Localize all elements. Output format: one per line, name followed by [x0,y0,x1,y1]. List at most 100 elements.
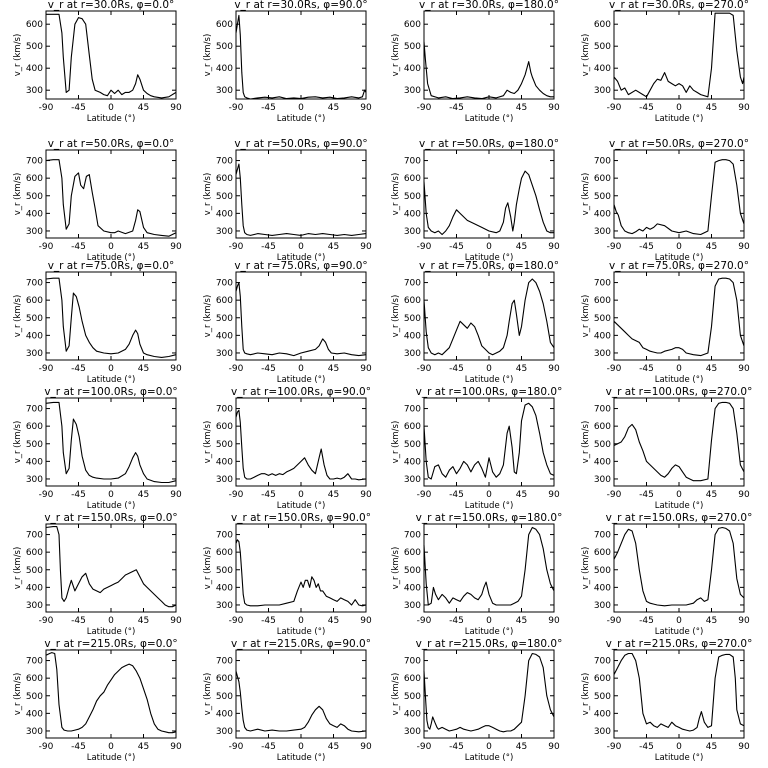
panel-6-1: v_r at r=215.0Rs, φ=0.0° -90 -45 0 45 90 300 40… [13,638,182,763]
y-tick-label: 600 [26,174,43,184]
x-axis-label: Latitude (°) [277,501,326,511]
panel-1-1: v_r at r=30.0Rs, φ=0.0° -90 -45 0 45 90 300 400… [13,0,182,124]
y-tick-label: 500 [216,192,233,202]
y-tick-label: 600 [404,296,421,306]
x-tick-label: -90 [417,742,432,752]
y-tick-label: 400 [404,457,421,467]
panel-title: v_r at r=50.0Rs, φ=90.0° [234,138,367,150]
panel-title: v_r at r=75.0Rs, φ=0.0° [48,260,175,272]
x-tick-label: 45 [706,616,717,626]
x-tick-label: 90 [738,103,750,113]
x-tick-label: -90 [229,616,244,626]
x-axis-label: Latitude (°) [465,114,514,124]
y-axis-label: v_r (km/s) [581,547,591,590]
x-tick-label: 0 [298,242,304,252]
series-line [235,670,367,733]
y-tick-label: 300 [216,349,233,359]
x-tick-label: -90 [229,490,244,500]
y-axis-label: v_r (km/s) [391,547,401,590]
y-tick-label: 500 [404,566,421,576]
x-tick-label: 90 [548,742,560,752]
y-tick-label: 700 [216,531,233,541]
x-tick-label: 0 [486,242,492,252]
y-tick-label: 700 [404,405,421,415]
x-tick-label: 0 [676,616,682,626]
y-tick-label: 300 [404,349,421,359]
y-tick-label: 600 [216,20,233,30]
x-tick-label: -90 [607,616,622,626]
x-tick-label: 45 [328,103,339,113]
x-tick-label: -45 [71,364,86,374]
panel-title: v_r at r=75.0Rs, φ=270.0° [609,260,749,272]
x-axis-label: Latitude (°) [87,375,136,385]
y-tick-label: 400 [404,709,421,719]
x-axis-label: Latitude (°) [465,501,514,511]
y-tick-label: 400 [26,457,43,467]
y-tick-label: 300 [594,475,611,485]
x-tick-label: 45 [516,364,527,374]
x-tick-label: -45 [71,616,86,626]
x-tick-label: -90 [229,242,244,252]
x-tick-label: 90 [170,490,182,500]
y-axis-label: v_r (km/s) [203,295,213,338]
y-tick-label: 400 [216,64,233,74]
y-tick-label: 600 [404,548,421,558]
y-tick-label: 700 [404,657,421,667]
y-axis-label: v_r (km/s) [581,34,591,77]
y-tick-label: 700 [26,531,43,541]
y-tick-label: 600 [26,548,43,558]
x-tick-label: 0 [298,742,304,752]
x-tick-label: 45 [328,242,339,252]
x-tick-label: -45 [261,364,276,374]
x-tick-label: 45 [328,742,339,752]
y-tick-label: 300 [216,227,233,237]
y-tick-label: 500 [594,566,611,576]
plot-frame [613,397,745,487]
y-axis-label: v_r (km/s) [581,295,591,338]
x-tick-label: -90 [607,364,622,374]
panel-title: v_r at r=50.0Rs, φ=270.0° [609,138,749,150]
y-tick-label: 300 [594,227,611,237]
x-tick-label: 0 [298,616,304,626]
y-tick-label: 300 [26,727,43,737]
series-line [613,277,745,357]
x-tick-label: 45 [138,242,149,252]
y-tick-label: 500 [404,192,421,202]
y-tick-label: 300 [594,601,611,611]
x-tick-label: 45 [138,742,149,752]
x-tick-label: -90 [607,103,622,113]
y-tick-label: 600 [404,20,421,30]
x-tick-label: 90 [360,364,372,374]
panel-3-4: v_r at r=75.0Rs, φ=270.0° -90 -45 0 45 90 300 4… [581,260,750,385]
panel-4-1: v_r at r=100.0Rs, φ=0.0° -90 -45 0 45 90 300 40… [13,386,182,511]
x-tick-label: -45 [261,242,276,252]
x-tick-label: -45 [639,490,654,500]
series-line [235,14,367,100]
y-tick-label: 500 [216,692,233,702]
x-axis-label: Latitude (°) [655,753,704,763]
x-tick-label: 45 [138,490,149,500]
y-tick-label: 500 [216,42,233,52]
y-axis-label: v_r (km/s) [391,421,401,464]
series-line [423,402,555,480]
y-axis-label: v_r (km/s) [13,673,23,716]
y-tick-label: 700 [216,657,233,667]
y-tick-label: 400 [216,583,233,593]
plot-frame [613,10,745,100]
x-tick-label: -90 [39,742,54,752]
y-axis-label: v_r (km/s) [203,673,213,716]
plot-frame [235,397,367,487]
y-tick-label: 500 [594,440,611,450]
panel-title: v_r at r=215.0Rs, φ=0.0° [44,638,177,650]
panel-2-2: v_r at r=50.0Rs, φ=90.0° -90 -45 0 45 90 300 40… [203,138,372,263]
series-line [235,409,367,481]
panel-6-4: v_r at r=215.0Rs, φ=270.0° -90 -45 0 45 90 300… [581,638,752,763]
panel-title: v_r at r=50.0Rs, φ=0.0° [48,138,175,150]
y-tick-label: 400 [26,583,43,593]
x-tick-label: 0 [108,490,114,500]
x-axis-label: Latitude (°) [277,375,326,385]
y-tick-label: 700 [404,531,421,541]
x-tick-label: -90 [39,364,54,374]
y-tick-label: 700 [594,279,611,289]
x-axis-label: Latitude (°) [655,114,704,124]
